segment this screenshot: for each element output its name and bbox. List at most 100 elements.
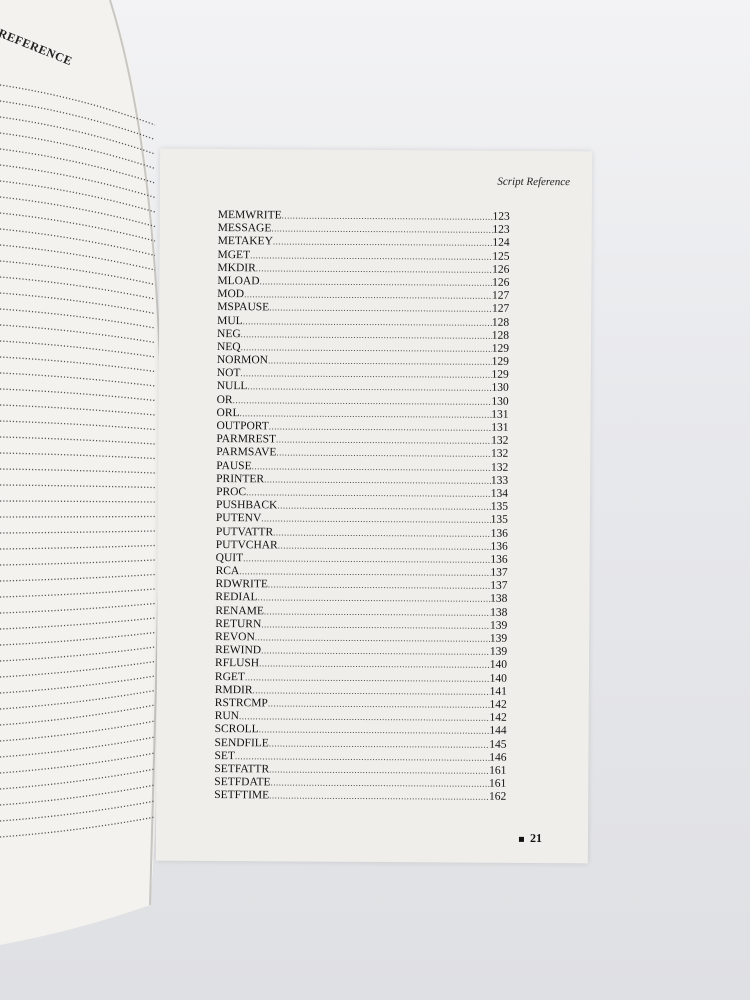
left-page-leader-line <box>0 132 156 170</box>
leader-dots <box>239 565 490 580</box>
leader-dots <box>269 737 490 751</box>
leader-dots <box>256 262 492 276</box>
toc-entry-page: 130 <box>491 382 509 395</box>
page-number: 21 <box>518 830 543 846</box>
toc-entry-page: 162 <box>488 790 507 804</box>
toc-entry-name: RENAME <box>215 604 264 617</box>
toc-entry-page: 134 <box>490 487 509 500</box>
toc-entry-name: SETFDATE <box>214 776 271 789</box>
toc-entry-page: 140 <box>489 672 507 685</box>
toc-entry-page: 138 <box>490 606 508 619</box>
square-bullet-icon <box>518 836 524 842</box>
toc-entry-page: 142 <box>489 711 507 724</box>
left-page-paper <box>0 0 162 945</box>
left-page-leader-line <box>0 356 156 373</box>
leader-dots <box>273 236 493 250</box>
toc-entry-page: 126 <box>492 263 510 276</box>
toc-entry-page: 132 <box>491 448 509 461</box>
toc-entry-name: NORMON <box>216 354 269 367</box>
left-page-leader-line <box>0 704 156 726</box>
toc-entry-name: MLOAD <box>217 274 260 288</box>
leader-dots <box>269 763 489 777</box>
toc-entry-name: OUTPORT <box>216 420 269 433</box>
toc-entry-name: PUTVATTR <box>215 525 274 538</box>
leader-dots <box>269 790 489 804</box>
toc-entry-page: 161 <box>489 777 507 790</box>
leader-dots <box>259 724 490 738</box>
toc-entry-name: PUTENV <box>215 512 262 525</box>
leader-dots <box>268 579 490 593</box>
left-page-leader-line <box>0 720 156 742</box>
leader-dots <box>255 631 490 645</box>
leader-dots <box>252 460 491 474</box>
toc-entry-name: MESSAGE <box>217 222 272 235</box>
toc-entry-name: RSTRCMP <box>214 696 268 710</box>
toc-entry-page: 132 <box>490 461 509 474</box>
left-page-leader-line <box>0 800 156 822</box>
leader-dots <box>235 750 489 765</box>
toc-entry-page: 131 <box>491 408 509 421</box>
leader-dots <box>233 394 492 409</box>
toc-entry-name: SET <box>214 749 235 762</box>
leader-dots <box>260 275 493 289</box>
toc-entry-name: NEG <box>217 327 241 340</box>
leader-dots <box>278 539 491 553</box>
leader-dots <box>264 473 491 487</box>
toc-entry-page: 131 <box>491 421 509 434</box>
toc-entry-page: 123 <box>492 223 510 237</box>
toc-entry-name: RFLUSH <box>214 657 260 670</box>
toc-entry-name: PRINTER <box>216 472 265 486</box>
toc-entry-name: MSPAUSE <box>217 301 270 314</box>
toc-entry-page: 128 <box>491 329 510 342</box>
left-page-leader-line <box>0 617 156 630</box>
toc-entry-name: RUN <box>214 710 240 723</box>
leader-dots <box>264 605 490 619</box>
leader-dots <box>268 697 490 711</box>
left-page-leader-line <box>0 784 156 806</box>
leader-dots <box>268 354 492 368</box>
toc-entry-name: RDWRITE <box>215 578 268 591</box>
leader-dots <box>259 658 490 672</box>
toc-entry-name: NEQ <box>216 340 241 354</box>
toc-entry-page: 129 <box>491 355 509 368</box>
toc-entry-page: 133 <box>490 474 509 487</box>
toc-entry-page: 137 <box>490 579 508 593</box>
left-page-leader-line <box>0 388 156 402</box>
toc-entry-page: 146 <box>489 751 507 764</box>
toc-entry-name: REDIAL <box>215 591 258 604</box>
toc-entry-page: 129 <box>491 342 510 355</box>
toc-entry-name: PAUSE <box>216 459 252 472</box>
toc-entry-page: 139 <box>489 645 508 659</box>
toc-entry-page: 135 <box>490 500 509 513</box>
leader-dots <box>277 500 490 514</box>
leader-dots <box>276 447 491 461</box>
toc-entry-page: 136 <box>490 540 508 553</box>
leader-dots <box>276 434 491 448</box>
left-page-leader-line <box>0 675 156 694</box>
toc-entry-name: NOT <box>216 367 241 380</box>
toc-entry-page: 138 <box>490 593 508 606</box>
leader-dots <box>243 552 490 567</box>
toc-entry-name: MUL <box>217 314 243 327</box>
toc-entry-page: 125 <box>492 250 510 263</box>
toc-entry-page: 127 <box>491 303 510 316</box>
toc-entry-page: 126 <box>492 276 510 289</box>
left-page-leader-line <box>0 340 156 358</box>
left-page-leader-line <box>0 84 156 126</box>
toc-entry-name: RETURN <box>215 617 262 631</box>
toc-entry-name: METAKEY <box>217 235 273 248</box>
left-page: REFERENCE <box>0 0 170 950</box>
toc-entry-name: ORL <box>216 406 240 419</box>
leader-dots <box>239 710 490 725</box>
leader-dots <box>241 341 492 356</box>
left-page-leader-line <box>0 324 156 344</box>
page-number-text: 21 <box>529 830 543 846</box>
toc-entry-page: 144 <box>489 725 507 738</box>
toc-entry-name: RGET <box>214 670 246 683</box>
left-page-leader-line <box>0 752 156 774</box>
toc-entry-name: QUIT <box>215 551 244 565</box>
toc-entry-page: 145 <box>489 738 507 751</box>
toc-entry-name: PUTVCHAR <box>215 538 278 552</box>
toc-entry-page: 128 <box>491 316 510 329</box>
left-page-leader-line <box>0 404 156 416</box>
